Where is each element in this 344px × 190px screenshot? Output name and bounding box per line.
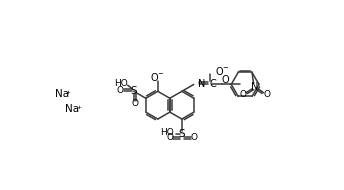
- Text: N: N: [198, 79, 205, 89]
- Text: O$^{-}$: O$^{-}$: [215, 65, 229, 77]
- Text: O$^{-}$: O$^{-}$: [150, 71, 165, 83]
- Text: O: O: [239, 90, 246, 99]
- Text: C: C: [210, 79, 217, 89]
- Text: O: O: [191, 133, 198, 142]
- Text: O: O: [166, 133, 173, 142]
- Text: Na: Na: [65, 104, 79, 114]
- Text: O: O: [222, 75, 229, 85]
- Text: HO: HO: [160, 128, 174, 137]
- Text: S: S: [130, 86, 137, 96]
- Text: O: O: [263, 90, 270, 99]
- Text: Na: Na: [55, 89, 69, 99]
- Text: HO: HO: [114, 79, 128, 88]
- Text: O: O: [117, 86, 123, 95]
- Text: N: N: [251, 82, 258, 92]
- Text: $^{+}$: $^{+}$: [76, 105, 83, 114]
- Text: S: S: [179, 129, 185, 139]
- Text: $^{+}$: $^{+}$: [65, 90, 72, 99]
- Text: O: O: [131, 99, 138, 108]
